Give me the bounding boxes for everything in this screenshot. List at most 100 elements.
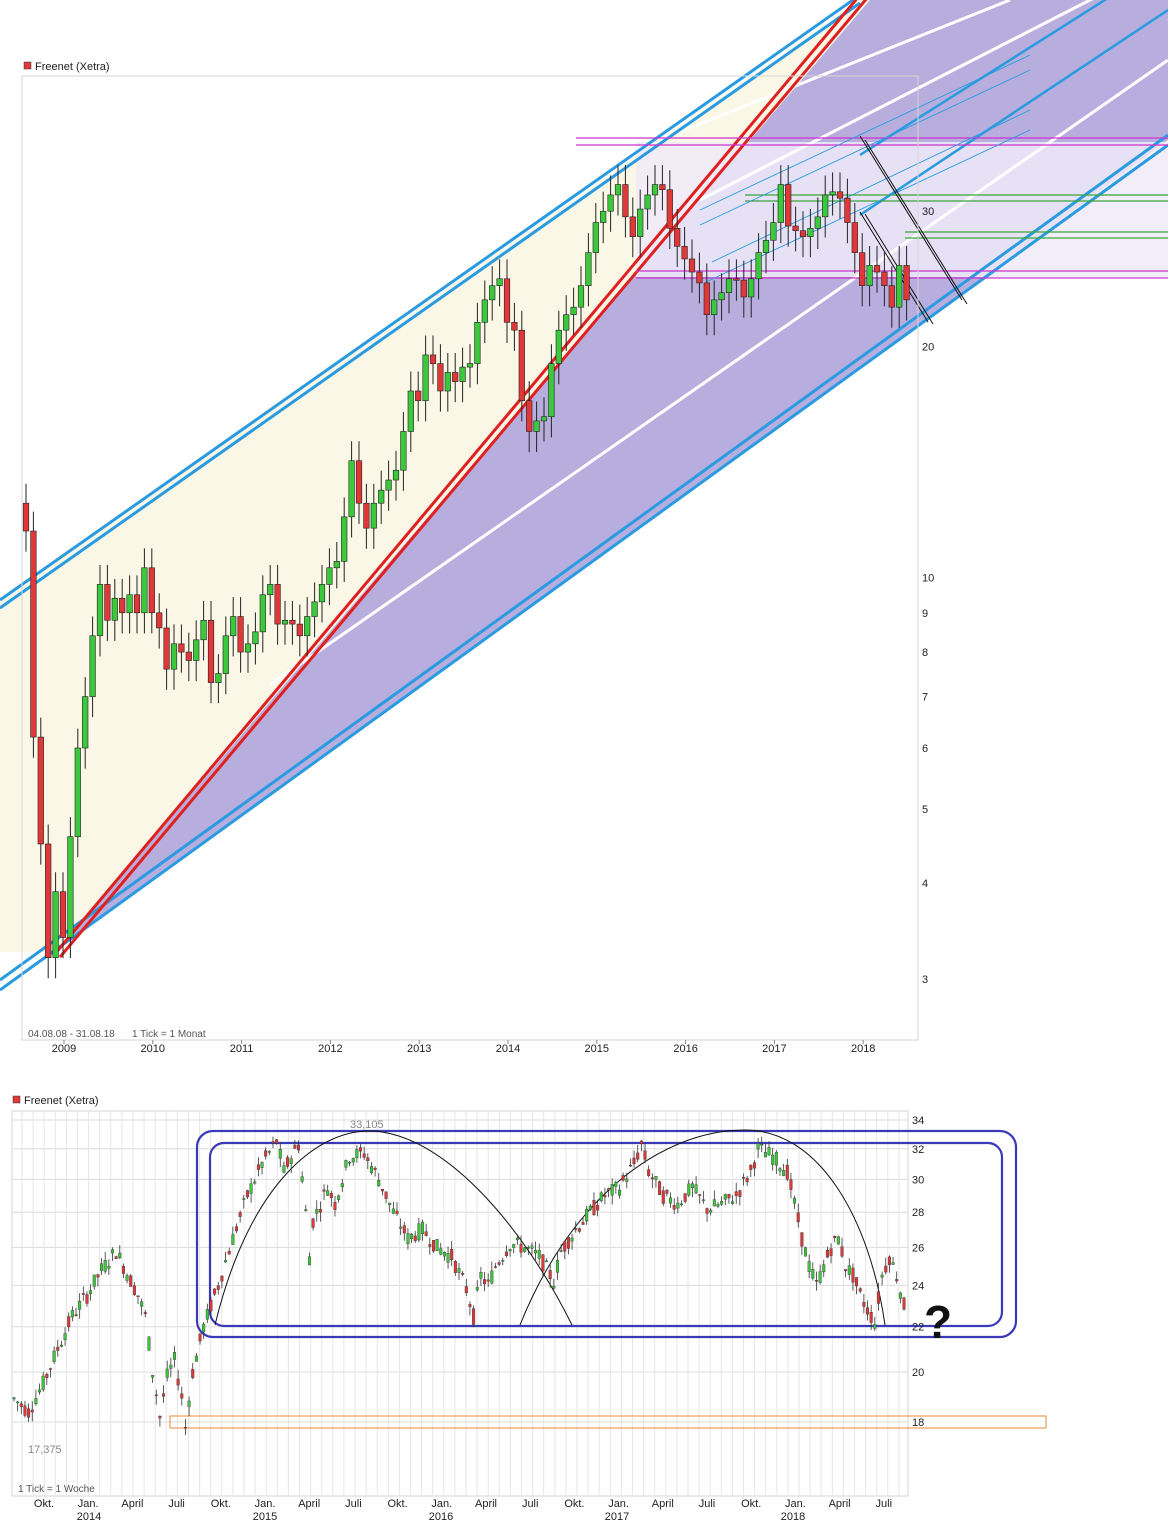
monthly-candle	[725, 278, 733, 293]
monthly-candle	[496, 278, 503, 286]
weekly-candle	[100, 1263, 104, 1271]
weekly-candle	[763, 1152, 767, 1158]
range-rectangle-outer	[195, 1129, 1018, 1339]
weekly-candle	[654, 1176, 658, 1180]
weekly-x-year-label: 2015	[253, 1511, 277, 1523]
monthly-candle	[489, 285, 496, 301]
monthly-candle	[829, 191, 836, 196]
weekly-y-tick-label: 24	[912, 1280, 924, 1292]
monthly-candle	[563, 314, 570, 331]
thin-channel-4	[699, 69, 1031, 226]
monthly-candle	[156, 612, 163, 629]
weekly-tick-label: 1 Tick = 1 Woche	[18, 1484, 95, 1495]
monthly-candle	[378, 489, 385, 504]
weekly-x-tick-label: Okt.	[211, 1498, 231, 1510]
monthly-candle	[304, 616, 311, 637]
weekly-x-year-label: 2017	[605, 1511, 629, 1523]
weekly-candle	[78, 1300, 82, 1310]
weekly-candle	[548, 1270, 552, 1280]
upper-channel-line-a	[0, 0, 856, 602]
weekly-candle	[607, 1188, 611, 1191]
weekly-candle	[851, 1267, 855, 1283]
weekly-candle	[187, 1400, 191, 1407]
weekly-candle	[796, 1212, 800, 1223]
weekly-candle	[665, 1189, 669, 1194]
monthly-candle	[67, 836, 74, 938]
weekly-candle	[242, 1198, 246, 1200]
weekly-legend-swatch	[12, 1095, 21, 1104]
monthly-candle	[533, 420, 540, 432]
monthly-candle	[400, 431, 407, 471]
weekly-candle	[114, 1256, 118, 1260]
weekly-candle	[723, 1194, 727, 1200]
weekly-candle	[362, 1153, 366, 1158]
weekly-x-tick-label: Juli	[522, 1498, 539, 1510]
weekly-candle	[271, 1141, 275, 1144]
weekly-candle	[67, 1316, 71, 1328]
monthly-candle	[659, 184, 666, 191]
monthly-candle	[296, 623, 303, 637]
weekly-candle	[154, 1394, 158, 1397]
monthly-candle	[637, 208, 644, 237]
weekly-x-tick-label: Jan.	[78, 1498, 99, 1510]
monthly-candle	[385, 479, 392, 491]
monthly-candle	[370, 502, 377, 529]
monthly-candle	[577, 285, 585, 308]
weekly-candle	[650, 1177, 654, 1180]
monthly-candle	[814, 216, 821, 229]
weekly-candle	[782, 1170, 786, 1177]
weekly-candle	[198, 1333, 202, 1342]
weekly-candle	[81, 1293, 85, 1295]
weekly-candle	[366, 1157, 370, 1162]
weekly-x-tick-label: Okt.	[564, 1498, 584, 1510]
monthly-candle	[267, 584, 274, 596]
weekly-x-tick-label: Juli	[168, 1498, 185, 1510]
weekly-candle	[669, 1197, 673, 1204]
weekly-candle	[19, 1403, 23, 1407]
weekly-candle	[45, 1373, 49, 1378]
mid-channel-line-b	[859, 8, 1168, 217]
weekly-candle	[373, 1167, 377, 1170]
monthly-candle	[193, 639, 200, 661]
weekly-x-tick-label: Juli	[699, 1498, 716, 1510]
monthly-candle	[822, 194, 829, 218]
weekly-candle	[344, 1160, 348, 1168]
weekly-candle	[399, 1226, 403, 1229]
weekly-plot-frame	[11, 1110, 909, 1497]
monthly-candle	[614, 184, 622, 196]
monthly-candle	[185, 651, 192, 661]
weekly-candle	[559, 1250, 563, 1252]
weekly-candle	[340, 1183, 344, 1188]
weekly-candle	[504, 1251, 508, 1257]
monthly-candle	[711, 299, 718, 315]
weekly-candles	[12, 1136, 906, 1436]
weekly-candle	[110, 1249, 114, 1254]
weekly-candle	[428, 1244, 432, 1247]
weekly-candle	[169, 1364, 173, 1369]
weekly-candle	[555, 1260, 559, 1273]
weekly-candle	[829, 1248, 833, 1256]
monthly-candle	[540, 416, 548, 422]
monthly-y-tick-label: 20	[922, 341, 934, 353]
weekly-candle	[286, 1157, 290, 1167]
weekly-x-tick-label: Jan.	[785, 1498, 806, 1510]
weekly-candle	[636, 1152, 640, 1160]
weekly-candle	[333, 1202, 337, 1210]
weekly-candle	[683, 1193, 687, 1202]
weekly-candle	[844, 1269, 848, 1272]
weekly-candle	[887, 1256, 891, 1266]
monthly-candle	[651, 184, 659, 196]
weekly-candle	[523, 1247, 527, 1252]
weekly-candle	[89, 1290, 93, 1294]
weekly-candle	[731, 1201, 735, 1204]
weekly-y-ticks: 18 20 22 24 26 28 30 32 34	[912, 1115, 924, 1429]
weekly-candle	[304, 1209, 308, 1211]
monthly-y-tick-label: 5	[922, 804, 928, 816]
weekly-candle	[869, 1312, 873, 1323]
weekly-candle	[260, 1162, 264, 1168]
weekly-candle	[417, 1223, 421, 1241]
weekly-candle	[767, 1147, 771, 1156]
weekly-candle	[107, 1265, 111, 1269]
weekly-candle	[431, 1240, 435, 1252]
monthly-candle	[607, 194, 614, 212]
